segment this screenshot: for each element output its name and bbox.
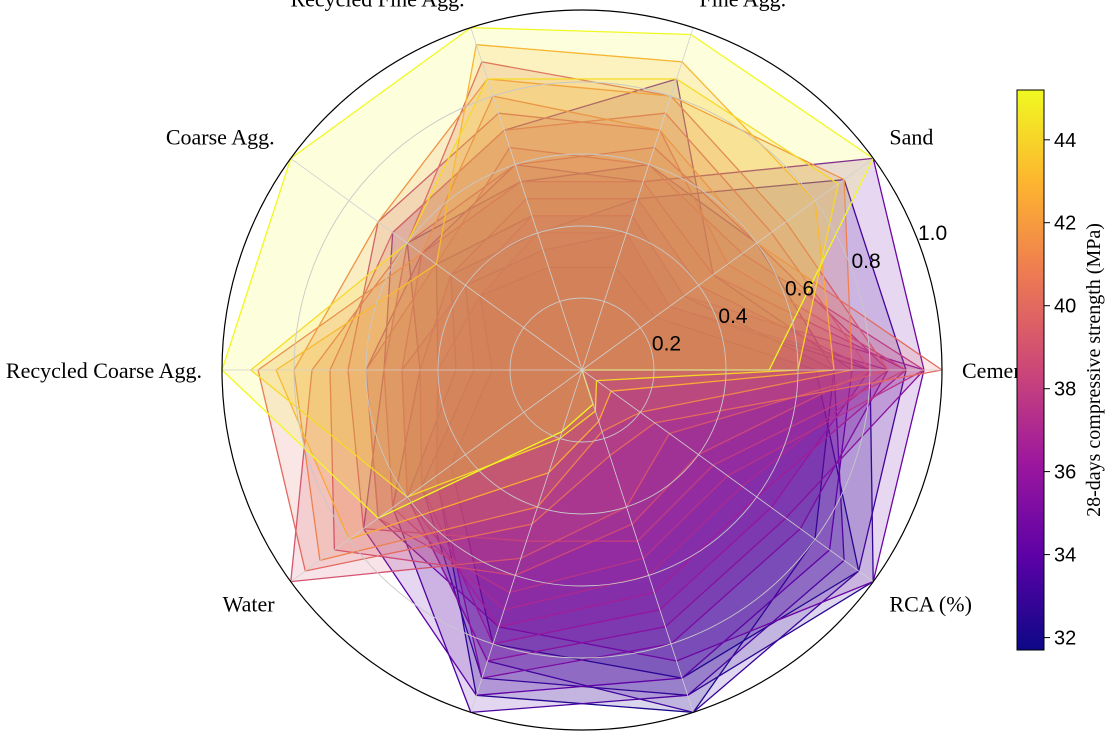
radial-tick-label: 1.0 [918,222,947,245]
grid-spoke [470,27,583,371]
axis-label: Recycled Coarse Agg. [6,358,202,383]
polar-grid [221,9,943,731]
radial-tick-label: 0.2 [652,332,681,355]
radial-tick-label: 0.4 [718,305,748,328]
axis-label: Fine Agg. [699,0,786,12]
axis-label: Coarse Agg. [166,125,275,150]
axis-label: Sand [889,125,933,150]
grid-spoke [290,158,583,371]
colorbar-tick-label: 38 [1054,379,1076,401]
grid-spoke [581,369,694,713]
grid-spoke [581,27,694,371]
axis-label: w/c [699,729,731,731]
grid-spoke [290,369,583,582]
colorbar-tick-label: 42 [1054,213,1076,235]
colorbar: 32 34 36 38 40 42 44 28-days compressive stren… [1016,89,1105,651]
colorbar-gradient [1016,89,1045,651]
colorbar-tick-label: 40 [1054,296,1076,318]
radial-tick-label: 0.6 [785,277,814,300]
axis-labels: CementSandFine Agg.Recycled Fine Agg.Coa… [6,0,1031,731]
outer-frame-circle [221,9,943,731]
colorbar-tick-label: 44 [1054,130,1076,152]
grid-spoke [581,158,874,371]
axis-label: Recycled Fine Agg. [290,0,464,12]
axis-label: RCA (%) [889,591,972,616]
radial-tick-labels: 0.2 0.4 0.6 0.8 1.0 [652,222,947,355]
axis-label: Plasticizer [373,729,465,731]
series-layer [221,26,943,714]
radial-tick-label: 0.8 [851,250,880,273]
colorbar-title: 28-days compressive strength (MPa) [1083,223,1105,517]
grid-spoke [470,369,583,713]
axis-label: Water [223,591,276,616]
colorbar-tick-label: 32 [1054,628,1076,650]
colorbar-tick-label: 36 [1054,462,1076,484]
grid-spoke [581,369,874,582]
colorbar-ticks: 32 34 36 38 40 42 44 [1044,130,1076,650]
colorbar-tick-label: 34 [1054,545,1076,567]
